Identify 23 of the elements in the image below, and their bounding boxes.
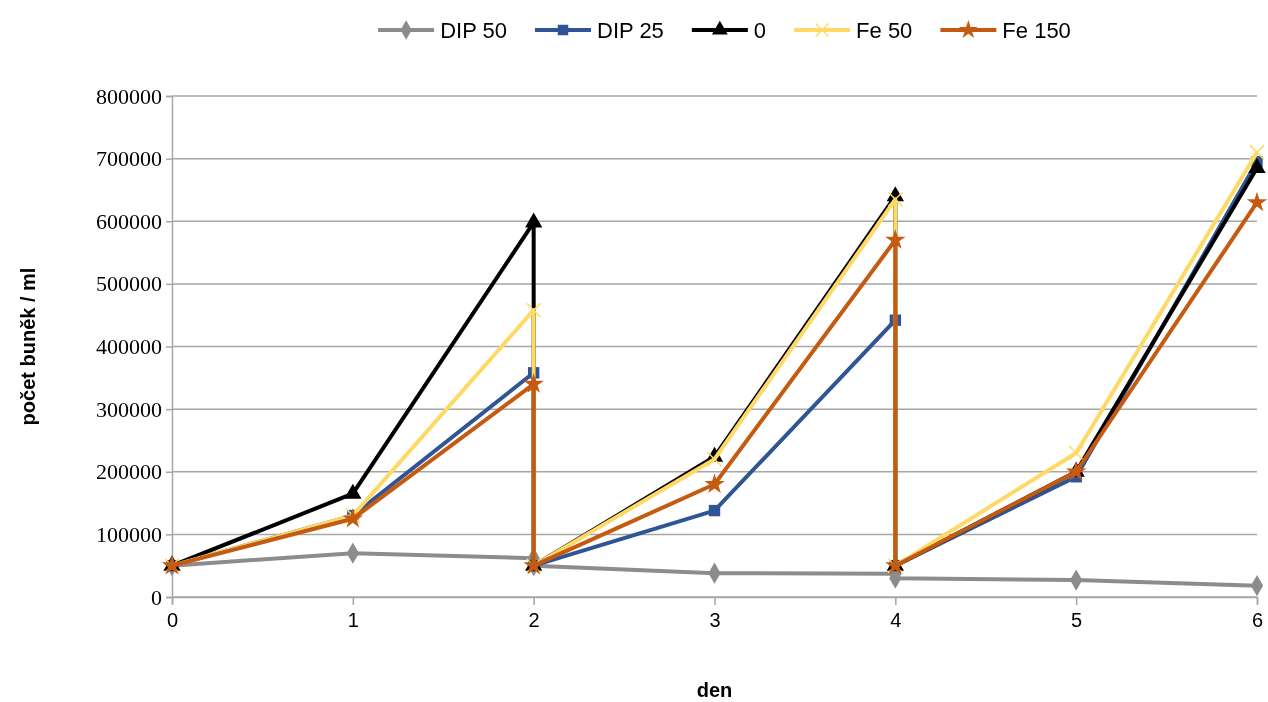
y-tick-label: 500000 — [96, 271, 162, 297]
legend-label: 0 — [753, 18, 767, 43]
x-axis-title: den — [696, 679, 733, 701]
x-tick-label: 2 — [528, 609, 540, 632]
y-tick-label: 400000 — [96, 334, 162, 360]
y-axis-title: počet buněk / ml — [17, 267, 39, 426]
legend-label: Fe 50 — [856, 18, 913, 43]
legend-label: DIP 50 — [440, 18, 507, 43]
legend-label: DIP 25 — [596, 18, 664, 43]
y-tick-label: 700000 — [96, 146, 162, 172]
x-tick-label: 6 — [1251, 609, 1264, 632]
y-tick-label: 800000 — [96, 83, 162, 109]
y-tick-label: 200000 — [96, 459, 162, 485]
x-tick-label: 0 — [166, 609, 179, 632]
y-tick-label: 600000 — [96, 208, 162, 234]
y-tick-label: 0 — [151, 584, 162, 610]
x-tick-label: 3 — [709, 609, 721, 632]
y-tick-label: 100000 — [96, 521, 162, 547]
y-tick-label: 300000 — [96, 396, 162, 422]
x-tick-label: 5 — [1071, 609, 1083, 632]
x-tick-label: 4 — [890, 609, 902, 632]
legend-label: Fe 150 — [1002, 18, 1071, 43]
x-tick-label: 1 — [347, 609, 359, 632]
